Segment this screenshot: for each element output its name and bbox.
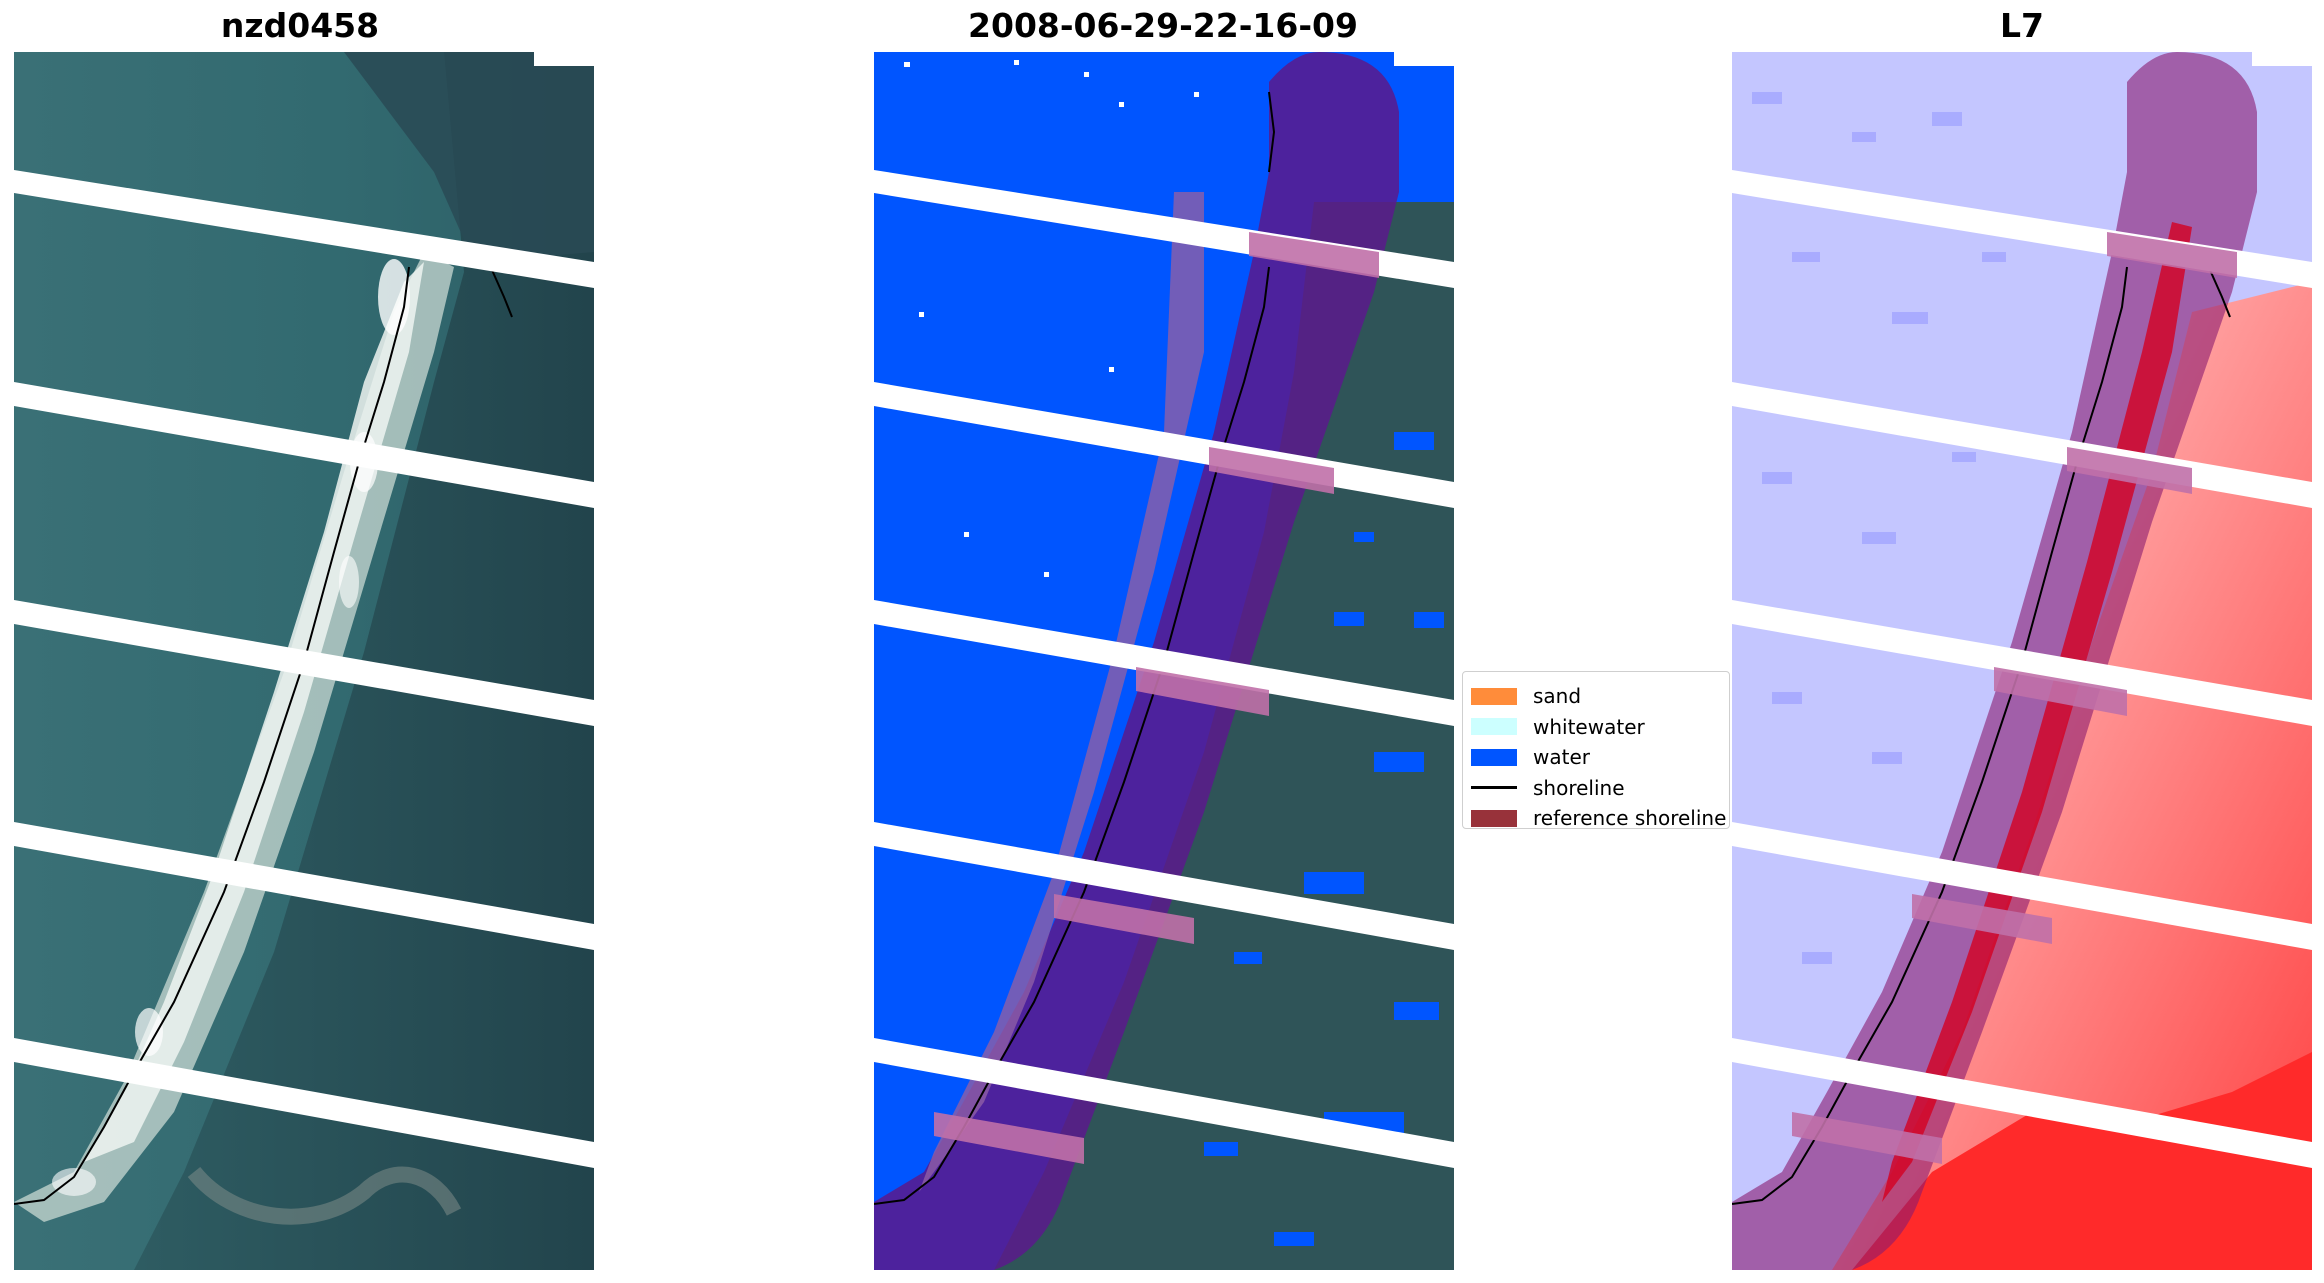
legend-swatch-water [1471, 748, 1517, 766]
legend-item-reference-shoreline: reference shoreline [1471, 803, 1726, 834]
index-image-panel [1732, 52, 2312, 1270]
legend-label-sand: sand [1533, 684, 1582, 709]
legend-item-sand: sand [1471, 681, 1721, 712]
legend-label-shoreline: shoreline [1533, 775, 1625, 800]
classified-image-panel [874, 52, 1454, 1270]
panel-title-index: L7 [2000, 6, 2044, 45]
classified-image [874, 52, 1454, 1270]
legend-item-whitewater: whitewater [1471, 712, 1721, 743]
panel-title-classified: 2008-06-29-22-16-09 [968, 6, 1358, 45]
legend-label-whitewater: whitewater [1533, 714, 1645, 739]
legend-item-water: water [1471, 742, 1721, 773]
legend-swatch-sand [1471, 687, 1517, 705]
legend: sand whitewater water shoreline referenc… [1462, 671, 1730, 830]
legend-swatch-shoreline [1471, 786, 1517, 790]
legend-item-shoreline: shoreline [1471, 773, 1721, 804]
legend-swatch-reference-shoreline [1471, 809, 1517, 827]
legend-label-water: water [1533, 745, 1590, 770]
legend-label-reference-shoreline: reference shoreline [1533, 806, 1727, 831]
index-image [1732, 52, 2312, 1270]
rgb-satellite-image [14, 52, 594, 1270]
rgb-image-panel [14, 52, 594, 1270]
panel-title-rgb: nzd0458 [220, 6, 380, 45]
legend-swatch-whitewater [1471, 718, 1517, 736]
